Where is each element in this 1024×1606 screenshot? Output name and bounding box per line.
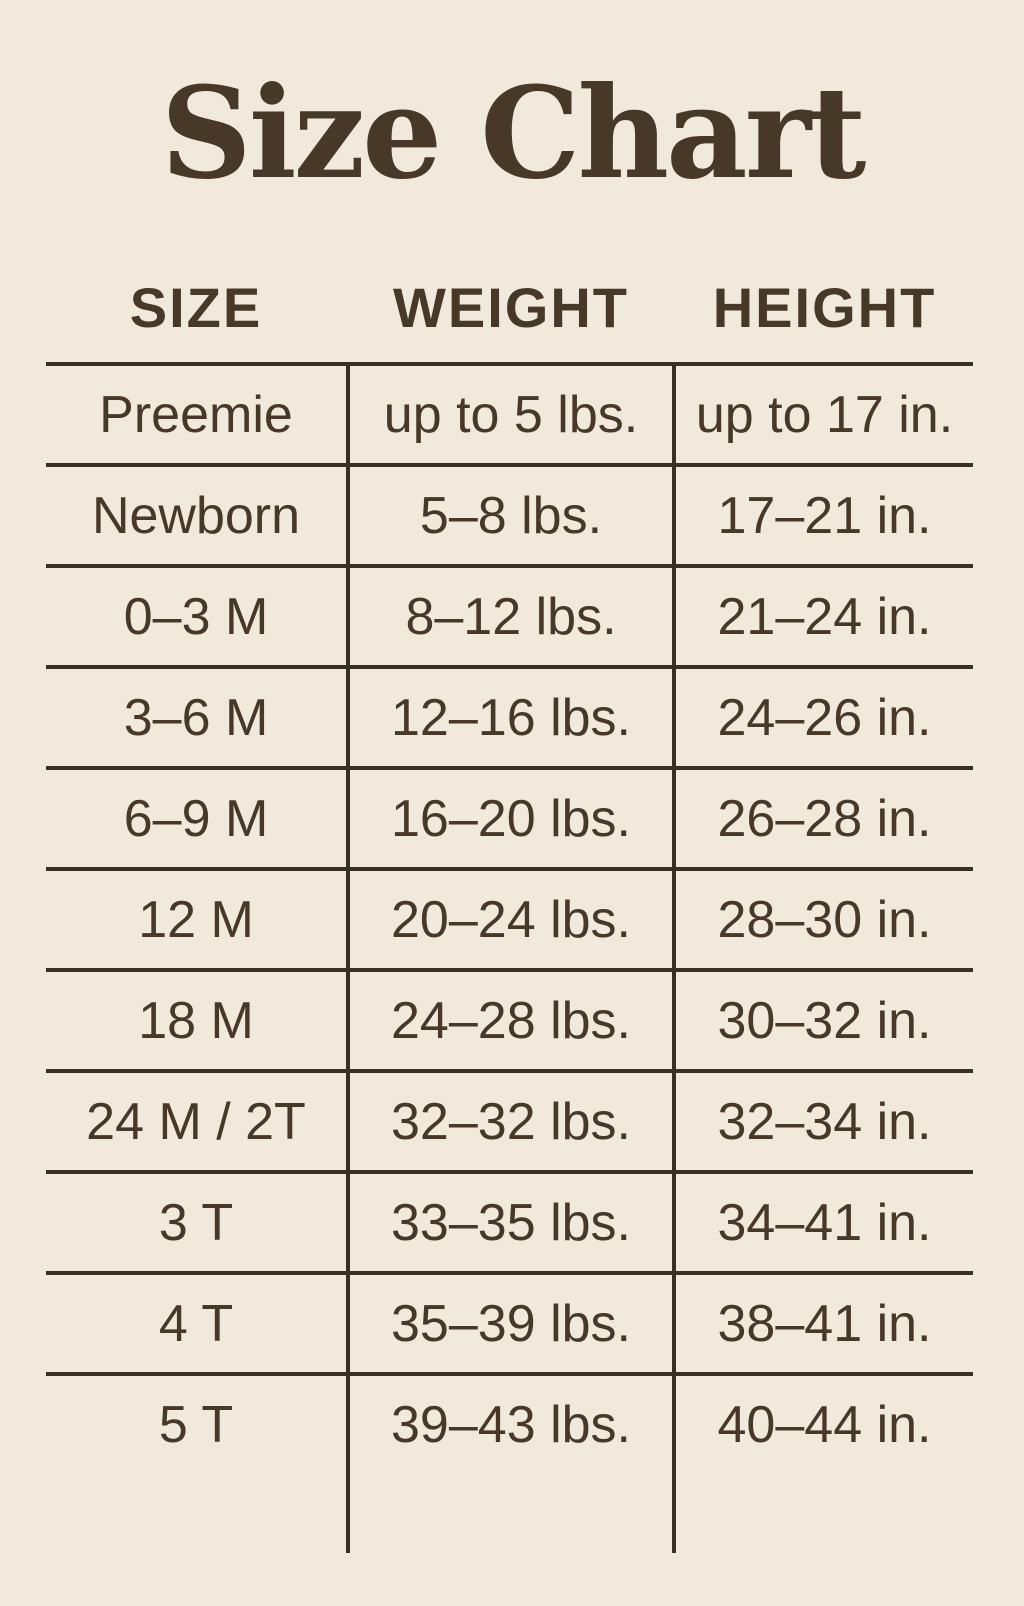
cell-height: 30–32 in.: [676, 968, 973, 1069]
cell-height: 34–41 in.: [676, 1170, 973, 1271]
cell-size: 6–9 M: [46, 766, 346, 867]
cell-size: 3 T: [46, 1170, 346, 1271]
column-header-weight: WEIGHT: [393, 276, 629, 339]
cell-weight: 8–12 lbs.: [346, 564, 676, 665]
page-title: Size Chart: [160, 59, 867, 207]
cell-size: 3–6 M: [46, 665, 346, 766]
cell-size: Preemie: [46, 362, 346, 463]
cell-weight: 12–16 lbs.: [346, 665, 676, 766]
cell-height: 17–21 in.: [676, 463, 973, 564]
cell-weight: 39–43 lbs.: [346, 1372, 676, 1473]
cell-height: 21–24 in.: [676, 564, 973, 665]
cell-height: 38–41 in.: [676, 1271, 973, 1372]
cell-size: 18 M: [46, 968, 346, 1069]
cell-size: 0–3 M: [46, 564, 346, 665]
cell-height: 28–30 in.: [676, 867, 973, 968]
cell-height: 24–26 in.: [676, 665, 973, 766]
cell-height: 40–44 in.: [676, 1372, 973, 1473]
cell-size: 4 T: [46, 1271, 346, 1372]
cell-size: 12 M: [46, 867, 346, 968]
column-divider-line: [346, 1473, 676, 1553]
filler-cell: [46, 1473, 346, 1553]
cell-height: 26–28 in.: [676, 766, 973, 867]
cell-weight: up to 5 lbs.: [346, 362, 676, 463]
cell-size: Newborn: [46, 463, 346, 564]
cell-height: 32–34 in.: [676, 1069, 973, 1170]
column-header-size: SIZE: [129, 276, 263, 339]
cell-weight: 35–39 lbs.: [346, 1271, 676, 1372]
cell-weight: 20–24 lbs.: [346, 867, 676, 968]
cell-weight: 32–32 lbs.: [346, 1069, 676, 1170]
cell-size: 24 M / 2T: [46, 1069, 346, 1170]
filler-cell: [676, 1473, 973, 1553]
cell-height: up to 17 in.: [676, 362, 973, 463]
size-chart-table: SIZE WEIGHT HEIGHT Preemie up to 5 lbs. up…: [46, 276, 973, 1553]
cell-size: 5 T: [46, 1372, 346, 1473]
cell-weight: 24–28 lbs.: [346, 968, 676, 1069]
column-header-height: HEIGHT: [712, 276, 937, 339]
cell-weight: 5–8 lbs.: [346, 463, 676, 564]
cell-weight: 33–35 lbs.: [346, 1170, 676, 1271]
cell-weight: 16–20 lbs.: [346, 766, 676, 867]
